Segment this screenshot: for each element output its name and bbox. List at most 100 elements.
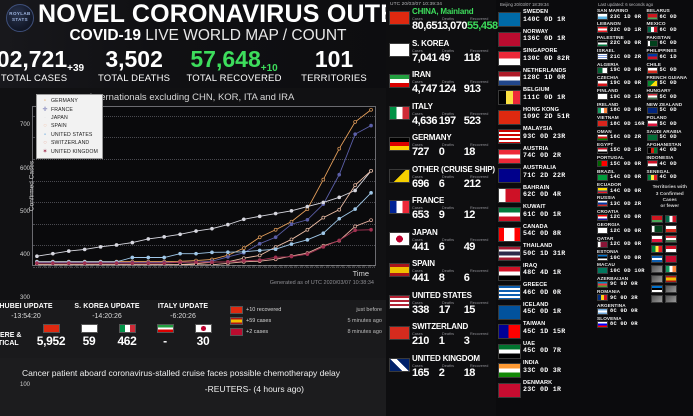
country-name: ICELAND xyxy=(523,301,549,308)
flag-icon xyxy=(650,274,663,283)
country-row: TAIWAN 45C 1D 15R xyxy=(497,321,593,341)
legend-item-united-states[interactable]: ▪ UNITED STATES xyxy=(39,131,98,139)
legend-item-switzerland[interactable]: ○ SWITZERLAND xyxy=(39,139,98,147)
country-row-small: RUSSIA 13C 0D 2R xyxy=(597,195,644,208)
flag-icon xyxy=(498,285,521,300)
flag-icon xyxy=(664,234,677,243)
country-row: IRAQ 48C 4D 1R xyxy=(497,263,593,283)
chart-point xyxy=(241,246,246,250)
country-stats: 13C 0D 2R xyxy=(610,200,642,207)
country-name: OTHER (CRUISE SHIP) xyxy=(412,164,495,174)
country-col-headers: Cases Deaths Recovered xyxy=(412,364,494,368)
left-panel: ROYLAB STATS NOVEL CORONAVIRUS OUTBREAK … xyxy=(0,0,470,416)
deaths-value: 1 xyxy=(438,335,445,348)
country-name: SINGAPORE xyxy=(523,48,558,54)
chart-legend[interactable]: ▫ GERMANY ✛ FRANCE · JAPAN ○ SPAIN ▪ UNITED STATE… xyxy=(36,94,103,159)
stat-total-deaths: 3,502 TOTAL DEATHS xyxy=(84,48,184,85)
chart-y-tick: 700 xyxy=(19,122,30,129)
country-entry: SWITZERLAND Cases Deaths Recovered 210 1 3 xyxy=(388,322,494,353)
flag-icon xyxy=(389,74,410,88)
flag-icon xyxy=(597,200,608,208)
chart-point xyxy=(369,190,373,195)
country-row: INDIA 33C 0D 3R xyxy=(497,360,593,380)
country-name: ROMANIA xyxy=(597,289,621,295)
country-stats: 10C 0D 0R xyxy=(610,254,642,261)
country-stats: 14C 0D 0R xyxy=(610,187,642,194)
chart-point xyxy=(178,260,182,265)
col2-timestamp: Beijing 20/03/07 18:39:34 xyxy=(500,2,549,7)
country-stats: 22C 0D 0R xyxy=(610,40,642,47)
legend-item-japan[interactable]: · JAPAN xyxy=(39,114,98,122)
chart-point xyxy=(162,235,167,239)
h-recovered: Recovered xyxy=(470,174,489,179)
country-name: OMAN xyxy=(597,128,612,134)
country-name: ARGENTINA xyxy=(597,302,626,308)
h-cases: Cases xyxy=(412,111,423,116)
recovered-value: 6 xyxy=(463,272,470,285)
legend-item-united-kingdom[interactable]: ✶ UNITED KINGDOM xyxy=(39,147,98,155)
update-header-2: S. KOREA UPDATE -14:20:26 xyxy=(68,303,146,320)
country-name: CZECHIA xyxy=(597,74,619,80)
flag-icon xyxy=(646,66,658,74)
country-stats: 109C 2D 51R xyxy=(523,113,570,120)
cases-value: 4,747 xyxy=(412,83,438,96)
flag-icon xyxy=(597,146,608,154)
chart-y-tick: 100 xyxy=(19,381,30,388)
cases-value: 7,041 xyxy=(412,51,438,64)
stat-total-recovered: 57,648+10 TOTAL RECOVERED xyxy=(184,48,284,85)
chart-panel: Internationals excluding CHN, KOR, ITA a… xyxy=(0,88,386,388)
country-row-small: MACAU 10C 0D 10R xyxy=(597,262,644,275)
country-entry: JAPAN Cases Deaths Recovered 441 6 49 xyxy=(388,228,494,259)
flag-icon xyxy=(650,284,663,293)
country-stats: 50C 1D 31R xyxy=(523,249,566,257)
alert-text: +59 cases xyxy=(246,317,272,324)
recovered-value: 49 xyxy=(463,240,476,253)
chart-point xyxy=(226,260,230,264)
legend-item-spain[interactable]: ○ SPAIN xyxy=(39,122,98,130)
h-cases: Cases xyxy=(412,80,423,85)
flag-icon xyxy=(646,120,658,128)
alert-time: 5 minutes ago xyxy=(347,317,382,324)
country-values: 4,636 197 523 xyxy=(412,115,494,127)
country-entry: S. KOREA Cases Deaths Recovered 7,041 49 118 xyxy=(388,39,494,70)
legend-item-germany[interactable]: ▫ GERMANY xyxy=(39,97,98,105)
h-deaths: Deaths xyxy=(442,206,455,211)
flag-icon xyxy=(597,213,608,221)
stat-value: 101 xyxy=(314,46,354,73)
flag-icon xyxy=(389,137,410,151)
country-name: NETHERLANDS xyxy=(523,67,567,74)
legend-item-france[interactable]: ✛ FRANCE xyxy=(39,105,98,113)
country-name: SAN MARINO xyxy=(597,8,629,13)
chart-point xyxy=(178,232,182,237)
flag-icon xyxy=(194,324,212,333)
recovered-value: 55,458 xyxy=(467,20,498,33)
chart-point xyxy=(369,227,373,232)
country-col-headers: Cases Deaths Recovered xyxy=(412,238,494,242)
country-col-headers: Cases Deaths Recovered xyxy=(412,269,494,273)
h-deaths: Deaths xyxy=(442,80,455,85)
country-stats: 15C 0D 0R xyxy=(610,160,642,167)
country-name: AZERBAIJAN xyxy=(597,275,629,281)
country-name: IRELAND xyxy=(597,101,619,107)
country-row: MALAYSIA 93C 0D 23R xyxy=(497,126,593,146)
country-row-small: AFGHANISTAN 4C 0D xyxy=(646,142,693,155)
update-title: HUBEI UPDATE xyxy=(0,303,53,310)
country-name: HONG KONG xyxy=(523,106,560,113)
country-name: BAHRAIN xyxy=(523,184,550,191)
chart-point xyxy=(369,218,373,222)
flag-icon xyxy=(664,224,677,233)
country-stats: 111C 0D 1R xyxy=(523,93,566,101)
country-row-small: SLOVENIA 8C 0D 0R xyxy=(597,316,644,329)
deaths-value: 2 xyxy=(438,366,445,379)
chart-point xyxy=(66,261,71,265)
chart-point xyxy=(98,245,103,249)
country-row-small: BRAZIL 14C 0D 0R xyxy=(597,169,644,182)
country-stats: 23C 1D 0R xyxy=(610,13,642,20)
country-stats: 33C 0D 3R xyxy=(523,366,562,374)
legend-label: SWITZERLAND xyxy=(51,140,90,147)
cases-value: 338 xyxy=(412,303,429,316)
h-cases: Cases xyxy=(412,363,423,368)
flag-icon xyxy=(230,316,243,325)
flag-icon xyxy=(498,12,521,27)
chart-y-tick: 600 xyxy=(19,165,30,172)
